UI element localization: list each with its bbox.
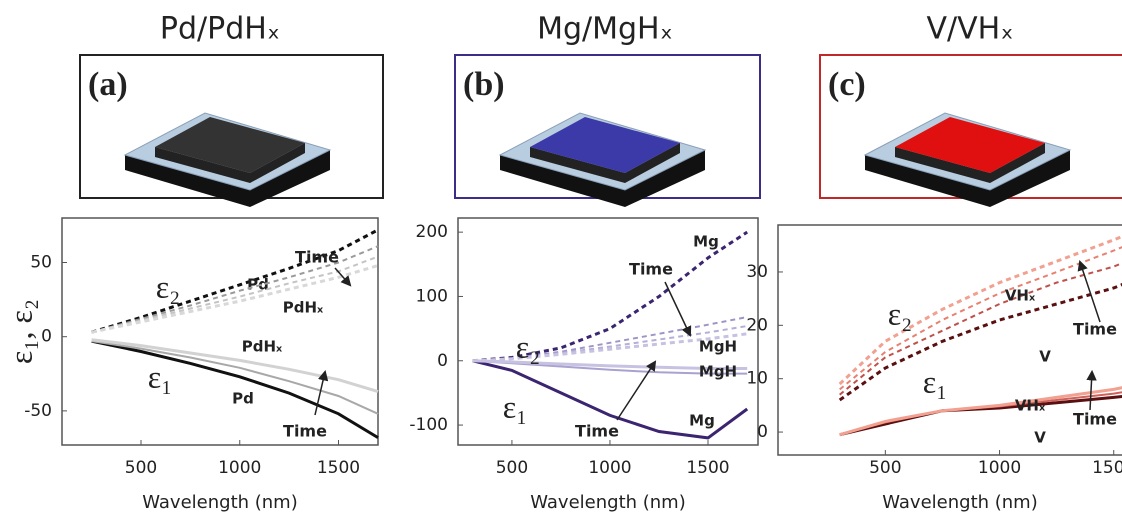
panel-title: Mg/MgHₓ	[537, 12, 673, 47]
y-tick-label: 0	[437, 351, 448, 371]
curve-label: VHₓ	[1015, 397, 1046, 415]
y-tick-label: -100	[409, 415, 448, 435]
x-tick-label: 500	[125, 458, 157, 478]
curve-label: Pd	[232, 390, 254, 408]
panel-letter: (b)	[463, 66, 505, 103]
series-line	[92, 257, 378, 333]
x-tick-label: 500	[869, 458, 901, 478]
curve-label: PdHₓ	[283, 299, 324, 317]
x-tick-label: 1500	[1092, 458, 1122, 478]
curve-label: Mg	[689, 412, 715, 430]
curve-label: VHₓ	[1005, 287, 1036, 305]
panel-letter: (a)	[88, 66, 128, 103]
time-label: Time	[283, 422, 327, 441]
series-line	[92, 266, 378, 333]
time-label: Time	[295, 248, 339, 267]
x-axis-label: Wavelength (nm)	[530, 492, 686, 513]
series-line	[92, 230, 378, 332]
figure: Pd/PdHₓ(a)50010001500-50050Wavelength (n…	[0, 0, 1122, 519]
x-tick-label: 500	[496, 458, 528, 478]
x-tick-label: 1000	[978, 458, 1021, 478]
y-tick-label: 100	[416, 286, 448, 306]
curve-label: Mg	[693, 233, 719, 251]
curve-label: PdHₓ	[242, 338, 283, 356]
epsilon-label: ε₁	[923, 363, 948, 399]
series-line	[840, 277, 1122, 400]
epsilon-label: ε₂	[156, 268, 181, 304]
time-label: Time	[575, 422, 619, 441]
curve-label: V	[1034, 429, 1046, 447]
x-tick-label: 1500	[317, 458, 360, 478]
x-tick-label: 1000	[588, 458, 631, 478]
y-tick-label: 0	[41, 327, 52, 347]
y-tick-label: 200	[416, 222, 448, 242]
panel-title: V/VHₓ	[926, 12, 1013, 47]
y-tick-label: -50	[24, 401, 52, 421]
y-axis-label: ε₁, ε₂	[2, 299, 38, 364]
y-tick-label: 30	[746, 262, 768, 282]
time-label: Time	[1073, 410, 1117, 429]
curve-label: V	[1039, 348, 1051, 366]
time-arrow	[335, 268, 350, 285]
panel-title: Pd/PdHₓ	[160, 12, 280, 47]
x-tick-label: 1500	[686, 458, 729, 478]
curve-label: MgH	[699, 338, 737, 356]
panel-letter: (c)	[828, 66, 866, 103]
x-tick-label: 1000	[218, 458, 261, 478]
x-axis-label: Wavelength (nm)	[882, 492, 1038, 513]
epsilon-label: ε₂	[888, 295, 913, 331]
y-tick-label: 10	[746, 369, 768, 389]
time-label: Time	[1073, 320, 1117, 339]
time-arrow	[1090, 372, 1092, 410]
curve-label: MgH	[699, 363, 737, 381]
y-tick-label: 0	[757, 422, 768, 442]
time-arrow	[665, 282, 690, 335]
epsilon-label: ε₁	[148, 358, 173, 394]
x-axis-label: Wavelength (nm)	[142, 492, 298, 513]
epsilon-label: ε₂	[516, 328, 541, 364]
epsilon-label: ε₁	[503, 388, 528, 424]
y-tick-label: 20	[746, 315, 768, 335]
y-tick-label: 50	[30, 253, 52, 273]
time-label: Time	[629, 260, 673, 279]
